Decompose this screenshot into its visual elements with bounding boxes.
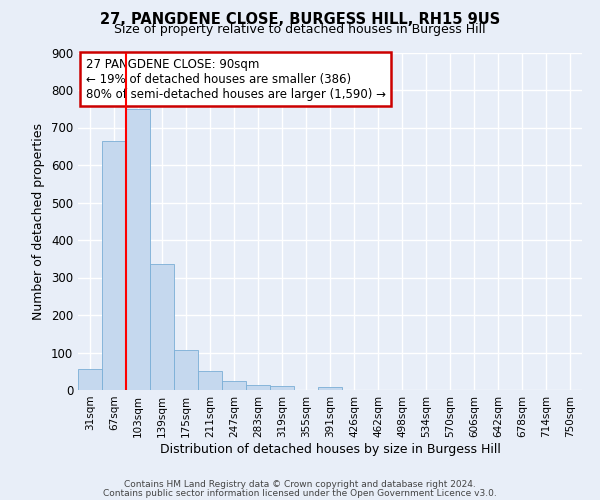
Bar (102, 140, 126, 390)
Text: 27, PANGDENE CLOSE, BURGESS HILL, RH15 9US: 27, PANGDENE CLOSE, BURGESS HILL, RH15 9… (100, 12, 500, 28)
Bar (222, 380, 246, 390)
Y-axis label: Number of detached properties: Number of detached properties (32, 122, 46, 320)
Bar (126, 109, 150, 390)
Bar (198, 370, 222, 390)
Text: Size of property relative to detached houses in Burgess Hill: Size of property relative to detached ho… (114, 22, 486, 36)
Text: Contains HM Land Registry data © Crown copyright and database right 2024.: Contains HM Land Registry data © Crown c… (124, 480, 476, 489)
Bar (78, 370, 102, 390)
Text: Contains public sector information licensed under the Open Government Licence v3: Contains public sector information licen… (103, 488, 497, 498)
Bar (246, 385, 270, 390)
X-axis label: Distribution of detached houses by size in Burgess Hill: Distribution of detached houses by size … (160, 442, 500, 456)
Bar (318, 387, 342, 390)
Bar (150, 264, 174, 390)
Bar (174, 350, 198, 390)
Text: 27 PANGDENE CLOSE: 90sqm
← 19% of detached houses are smaller (386)
80% of semi-: 27 PANGDENE CLOSE: 90sqm ← 19% of detach… (86, 58, 386, 100)
Bar (270, 386, 294, 390)
